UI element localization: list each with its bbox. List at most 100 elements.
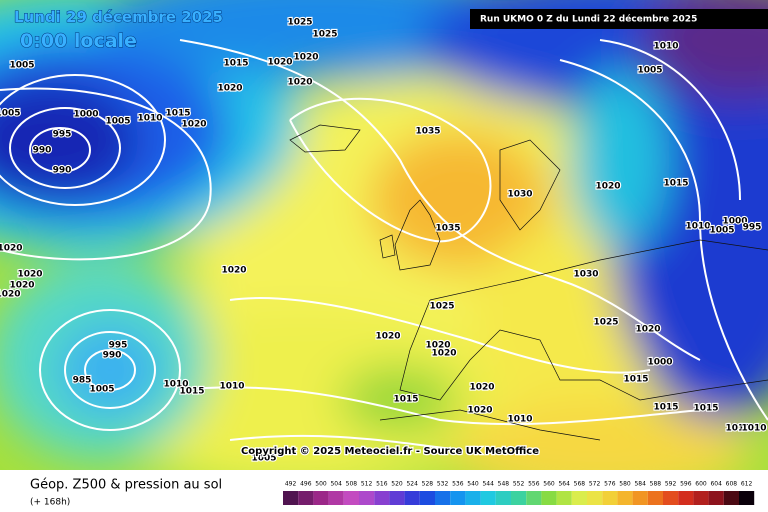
isobar-label: 1030 — [573, 270, 598, 280]
scale-swatch — [298, 491, 314, 505]
scale-swatch — [465, 491, 481, 505]
scale-label: 536 — [452, 481, 464, 488]
isobar-label: 1015 — [663, 179, 688, 189]
forecast-date: Lundi 29 décembre 2025 — [14, 8, 223, 26]
isobar-label: 990 — [53, 166, 72, 176]
isobar-label: 985 — [73, 376, 92, 386]
isobar-label: 1010 — [137, 114, 162, 124]
scale-label: 604 — [710, 481, 722, 488]
isobar-label: 1020 — [287, 78, 312, 88]
isobar-label: 1030 — [507, 190, 532, 200]
isobar-label: 1020 — [9, 281, 34, 291]
scale-label: 540 — [467, 481, 479, 488]
scale-swatch — [374, 491, 390, 505]
footer-lead: (+ 168h) — [30, 498, 70, 508]
isobar-label: 1005 — [105, 117, 130, 127]
isobars — [0, 39, 768, 451]
scale-label: 524 — [406, 481, 418, 488]
isobar-label: 1015 — [693, 404, 718, 414]
isobar-label: 1005 — [251, 454, 276, 464]
run-info: Run UKMO 0 Z du Lundi 22 décembre 2025 — [480, 14, 697, 25]
isobar-label: 990 — [103, 351, 122, 361]
scale-label: 532 — [437, 481, 449, 488]
scale-label: 504 — [330, 481, 342, 488]
isobar-label: 1010 — [653, 42, 678, 52]
isobar-label: 1020 — [635, 325, 660, 335]
isobar-label: 1000 — [647, 358, 672, 368]
run-box — [470, 9, 768, 29]
scale-label: 528 — [422, 481, 434, 488]
scale-label: 572 — [589, 481, 601, 488]
scale-swatch — [647, 491, 663, 505]
scale-swatch — [678, 491, 694, 505]
isobar-label: 1020 — [293, 53, 318, 63]
scale-swatch — [450, 491, 466, 505]
scale-label: 496 — [300, 481, 312, 488]
isobar-label: 1010 — [725, 424, 750, 434]
scale-label: 608 — [726, 481, 738, 488]
scale-label: 520 — [391, 481, 403, 488]
isobar-label: 1020 — [267, 58, 292, 68]
isobar-label: 1035 — [435, 224, 460, 234]
scale-label: 580 — [619, 481, 631, 488]
isobar-label: 1020 — [467, 406, 492, 416]
isobar-label: 1020 — [221, 266, 246, 276]
scale-swatch — [389, 491, 405, 505]
isobar-label: 990 — [33, 146, 52, 156]
scale-label: 592 — [665, 481, 677, 488]
scale-swatch — [723, 491, 739, 505]
isobar-label: 1000 — [722, 217, 747, 227]
scale-label: 612 — [741, 481, 753, 488]
isobar-label: 1015 — [165, 109, 190, 119]
scale-label: 548 — [498, 481, 510, 488]
scale-swatch — [359, 491, 375, 505]
scale-label: 552 — [513, 481, 525, 488]
isobar-label: 1015 — [223, 59, 248, 69]
scale-label: 500 — [315, 481, 327, 488]
isobar-label: 1005 — [0, 109, 21, 119]
copyright: Copyright © 2025 Meteociel.fr - Source U… — [241, 446, 539, 457]
isobar-label: 1020 — [0, 244, 23, 254]
scale-label: 560 — [543, 481, 555, 488]
scale-label: 512 — [361, 481, 373, 488]
scale-label: 564 — [558, 481, 570, 488]
scale-swatch — [708, 491, 724, 505]
isobar-label: 1000 — [73, 110, 98, 120]
isobar-label: 995 — [53, 130, 72, 140]
isobar-label: 1010 — [741, 424, 766, 434]
isobar-label: 1020 — [0, 290, 21, 300]
scale-label: 596 — [680, 481, 692, 488]
isobar-label: 1010 — [507, 415, 532, 425]
scale-swatch — [556, 491, 572, 505]
isobar-label: 1015 — [623, 375, 648, 385]
scale-label: 600 — [695, 481, 707, 488]
scale-swatch — [587, 491, 603, 505]
isobar-label: 995 — [743, 223, 762, 233]
isobar-label: 1035 — [415, 127, 440, 137]
isobar-label: 1025 — [429, 302, 454, 312]
scale-swatch — [343, 491, 359, 505]
scale-swatch — [617, 491, 633, 505]
isobar-label: 1015 — [653, 403, 678, 413]
isobar-label: 1020 — [431, 349, 456, 359]
footer-title: Géop. Z500 & pression au sol — [30, 478, 222, 493]
isobar-label: 1025 — [312, 30, 337, 40]
color-scale: 492 496 500 504 508 512 516 520 524 528 532 536 540 5… — [283, 481, 755, 505]
scale-swatch — [313, 491, 329, 505]
scale-swatch — [541, 491, 557, 505]
scale-label: 588 — [650, 481, 662, 488]
scale-swatch — [663, 491, 679, 505]
isobar-label: 1005 — [9, 61, 34, 71]
isobar-label: 1005 — [637, 66, 662, 76]
scale-swatch — [419, 491, 435, 505]
isobar-label: 1025 — [287, 18, 312, 28]
scale-swatch — [283, 491, 299, 505]
scale-swatch — [632, 491, 648, 505]
scale-label: 556 — [528, 481, 540, 488]
isobar-label: 1010 — [219, 382, 244, 392]
isobar-label: 995 — [109, 341, 128, 351]
isobar-label: 1010 — [163, 380, 188, 390]
scale-swatch — [526, 491, 542, 505]
isobar-label: 1010 — [685, 222, 710, 232]
